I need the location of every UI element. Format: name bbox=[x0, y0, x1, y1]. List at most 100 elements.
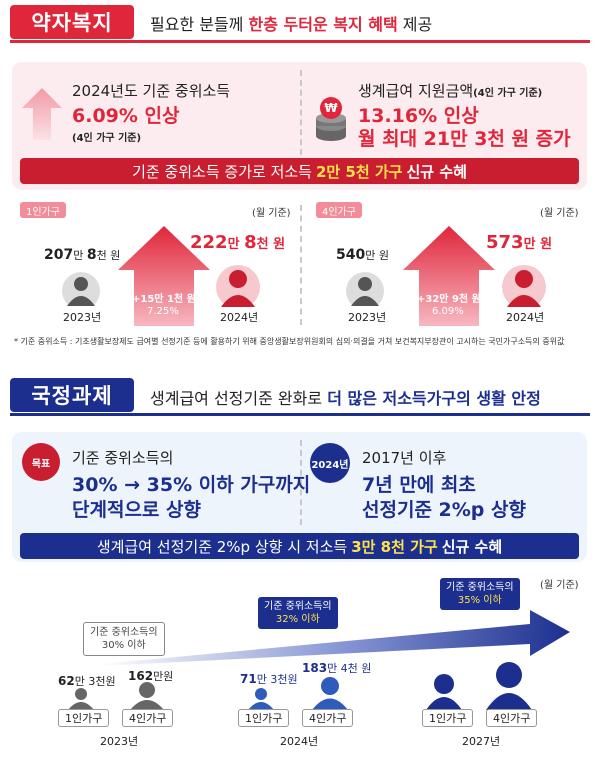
timeline-2027-label2: 4인가구 bbox=[486, 709, 538, 727]
year-badge: 2024년 bbox=[310, 443, 350, 483]
up-arrow-icon bbox=[22, 88, 62, 140]
timeline-2024-label1: 1인가구 bbox=[238, 709, 290, 727]
median-income-label: 2024년도 기준 중위소득 bbox=[72, 82, 231, 100]
timeline-2027-callout: 기준 중위소득의 35% 이하 bbox=[440, 578, 520, 610]
four-person-after-unit: 만 원 bbox=[523, 237, 553, 252]
timeline-2024-amount1-rest: 만 3천원 bbox=[256, 673, 298, 686]
person-red-icon bbox=[216, 265, 260, 307]
one-person-tag: 1인가구 bbox=[20, 202, 66, 218]
timeline-2027-year: 2027년 bbox=[462, 735, 501, 748]
living-benefit-label-text: 생계급여 지원금액 bbox=[358, 82, 474, 100]
person-grey-icon-4 bbox=[130, 682, 164, 710]
person-grey-icon-3 bbox=[68, 688, 94, 710]
one-person-increase: +15만 1천 원 bbox=[132, 294, 196, 305]
one-person-after-unit: 천 원 bbox=[256, 237, 286, 252]
timeline-2024-callout-l2: 32% 이하 bbox=[275, 614, 320, 625]
one-person-before-unit: 천 원 bbox=[96, 249, 121, 262]
four-person-after-num: 573 bbox=[486, 232, 524, 253]
section1-household-divider bbox=[300, 205, 302, 325]
one-person-year-before: 2023년 bbox=[63, 311, 102, 324]
goal-line1: 기준 중위소득의 bbox=[72, 449, 174, 467]
living-benefit-label-note: (4인 가구 기준) bbox=[473, 88, 543, 99]
section2-divider bbox=[300, 440, 302, 525]
goal-line3: 단계적으로 상향 bbox=[72, 499, 201, 521]
section1-underline bbox=[10, 40, 590, 43]
section1-title-emph: 한층 두터운 복지 혜택 bbox=[248, 15, 398, 34]
timeline-2027-label1: 1인가구 bbox=[422, 709, 474, 727]
timeline-2023-callout: 기준 중위소득의 30% 이하 bbox=[83, 622, 165, 656]
house-arrow-icon-2 bbox=[403, 226, 495, 326]
section1-tag: 약자복지 bbox=[10, 5, 134, 39]
coin-stack-icon: ₩ bbox=[316, 97, 346, 141]
section2-banner: 생계급여 선정기준 2%p 상향 시 저소득 3만 8천 가구 신규 수혜 bbox=[20, 533, 579, 559]
timeline-2023-amount2-rest: 만원 bbox=[153, 670, 174, 683]
four-person-tag: 4인가구 bbox=[316, 202, 362, 218]
section1-footnote: * 기준 중위소득 : 기초생활보장제도 급여별 선정기준 등에 활용하기 위해… bbox=[14, 337, 565, 346]
timeline-2024-callout: 기준 중위소득의 32% 이하 bbox=[258, 597, 338, 629]
living-benefit-increase: 13.16% 인상 bbox=[358, 105, 479, 127]
section1-divider bbox=[300, 70, 302, 155]
four-person-year-before: 2023년 bbox=[348, 311, 387, 324]
section1-title-post: 제공 bbox=[397, 15, 433, 34]
four-person-after: 573만 원 bbox=[486, 232, 552, 253]
one-person-before: 207만 8천 원 bbox=[44, 247, 120, 263]
one-person-after: 222만 8천 원 bbox=[190, 232, 285, 253]
section2-unit: (월 기준) bbox=[540, 580, 579, 591]
one-person-before-man: 만 bbox=[73, 249, 87, 262]
one-person-year-after: 2024년 bbox=[220, 311, 259, 324]
goal-line2: 30% → 35% 이하 가구까지 bbox=[72, 474, 311, 496]
house-arrow-icon bbox=[118, 226, 210, 326]
one-person-before-rest: 8 bbox=[86, 247, 97, 263]
person-red-icon-2 bbox=[502, 265, 546, 307]
one-person-percent: 7.25% bbox=[147, 306, 179, 317]
section1-banner-emph: 2만 5천 가구 bbox=[315, 162, 403, 181]
timeline-2023-label2: 4인가구 bbox=[122, 709, 174, 727]
section2-title: 생계급여 선정기준 완화로 더 많은 저소득가구의 생활 안정 bbox=[150, 385, 541, 409]
median-income-increase: 6.09% 인상 bbox=[72, 105, 180, 127]
section2-banner-emph: 3만 8천 가구 bbox=[351, 537, 438, 556]
person-grey-icon bbox=[62, 272, 100, 306]
criteria-line3: 선정기준 2%p 상향 bbox=[362, 499, 526, 521]
timeline-2024-year: 2024년 bbox=[280, 735, 319, 748]
timeline-2024-amount2: 183만 4천 원 bbox=[302, 660, 371, 676]
one-person-after-man: 만 bbox=[227, 237, 245, 252]
section1-banner: 기준 중위소득 증가로 저소득 2만 5천 가구 신규 수혜 bbox=[20, 158, 579, 184]
timeline-2024-amount1: 71만 3천원 bbox=[240, 671, 298, 687]
timeline-2027-callout-l1: 기준 중위소득의 bbox=[446, 582, 514, 593]
criteria-line2: 7년 만에 최초 bbox=[362, 474, 476, 496]
one-person-after-rest: 8 bbox=[244, 232, 257, 253]
goal-badge: 목표 bbox=[22, 443, 60, 481]
growth-arrow-icon bbox=[100, 610, 570, 666]
section2-title-pre: 생계급여 선정기준 완화로 bbox=[150, 389, 328, 408]
four-person-increase: +32만 9천 원 bbox=[417, 294, 481, 305]
timeline-2027-callout-l2: 35% 이하 bbox=[457, 595, 502, 606]
living-benefit-max: 월 최대 21만 3천 원 증가 bbox=[358, 128, 571, 150]
timeline-2024-amount2-rest: 만 4천 원 bbox=[327, 662, 372, 675]
section1-banner-pre: 기준 중위소득 증가로 저소득 bbox=[132, 162, 312, 181]
timeline-2023-amount1-num: 62 bbox=[58, 674, 75, 688]
section2-banner-pre: 생계급여 선정기준 2%p 상향 시 저소득 bbox=[96, 537, 348, 556]
one-person-after-num: 222 bbox=[190, 232, 228, 253]
section2-tag: 국정과제 bbox=[10, 378, 134, 412]
timeline-2023-label1: 1인가구 bbox=[58, 709, 110, 727]
four-person-year-after: 2024년 bbox=[506, 311, 545, 324]
four-person-percent: 6.09% bbox=[432, 306, 464, 317]
section2-title-emph: 더 많은 저소득가구의 생활 안정 bbox=[327, 389, 541, 408]
section2-banner-post: 신규 수혜 bbox=[441, 537, 503, 556]
timeline-2024-amount2-num: 183 bbox=[302, 661, 328, 675]
svg-text:₩: ₩ bbox=[324, 101, 338, 115]
person-blue-icon-2 bbox=[312, 677, 348, 710]
section1-banner-post: 신규 수혜 bbox=[406, 162, 467, 181]
one-person-unit: (월 기준) bbox=[252, 208, 291, 219]
timeline-2023-amount1: 62만 3천원 bbox=[58, 673, 116, 689]
criteria-line1: 2017년 이후 bbox=[362, 449, 447, 467]
timeline-2023-callout-l2: 30% 이하 bbox=[101, 640, 146, 651]
person-blue-icon bbox=[248, 688, 274, 710]
timeline-2023-amount1-rest: 만 3천원 bbox=[74, 675, 116, 688]
timeline-2024-label2: 4인가구 bbox=[302, 709, 354, 727]
four-person-unit: (월 기준) bbox=[540, 208, 579, 219]
four-person-before: 540만 원 bbox=[336, 247, 389, 263]
person-navy-icon-2 bbox=[486, 662, 532, 710]
one-person-before-num: 207 bbox=[44, 247, 74, 263]
timeline-2023-amount2-num: 162 bbox=[128, 669, 154, 683]
